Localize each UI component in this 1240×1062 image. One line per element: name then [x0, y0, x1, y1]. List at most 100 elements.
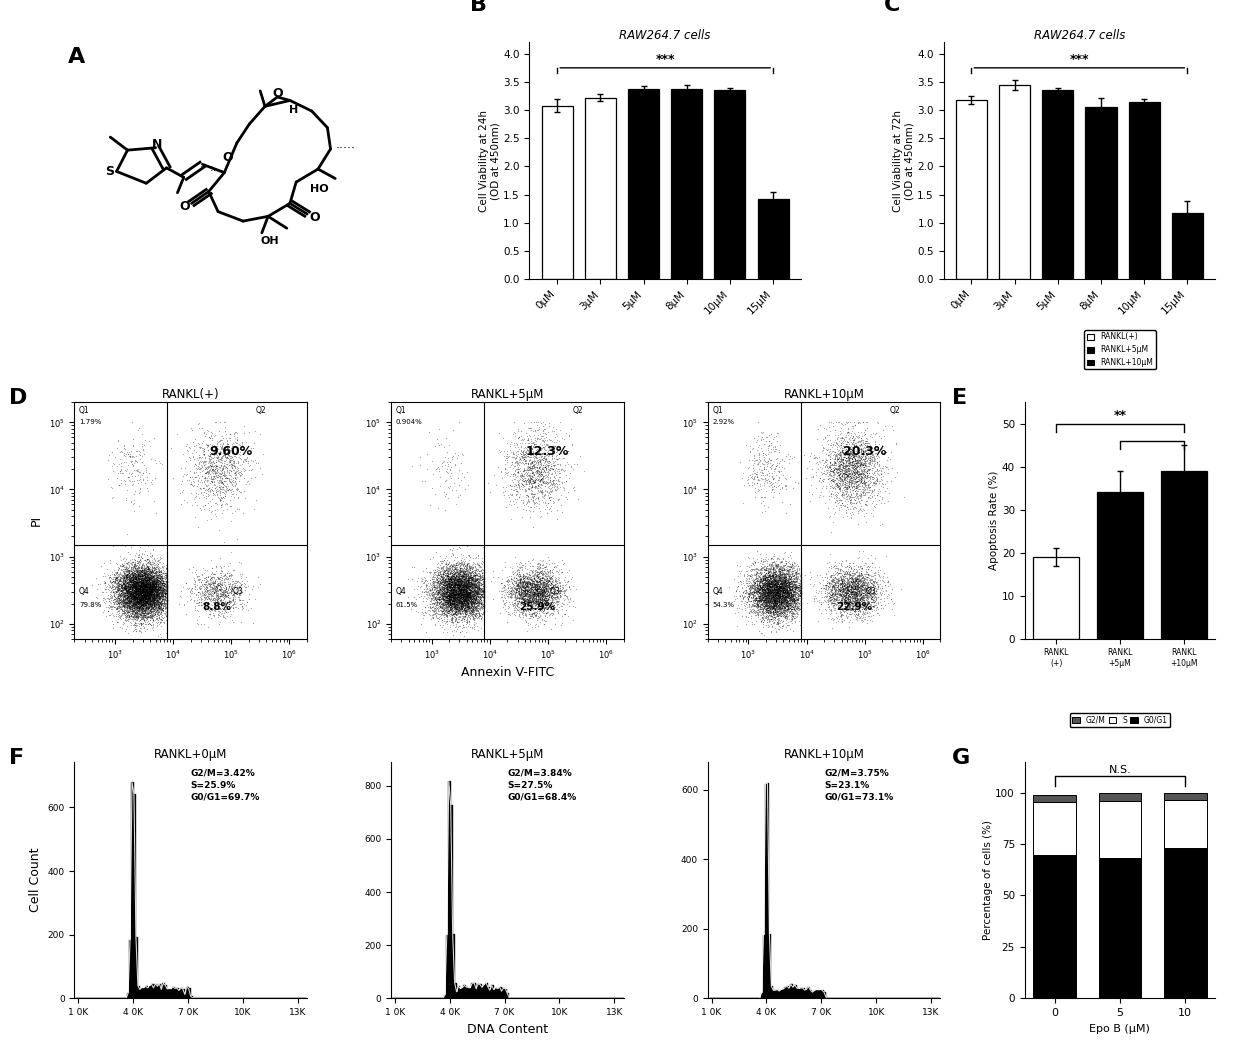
Point: [136, 579, 156, 596]
Point: [516, 572, 536, 589]
Point: [756, 604, 776, 621]
Point: [438, 567, 458, 584]
Point: [134, 580, 154, 597]
Point: [784, 594, 804, 611]
Point: [427, 596, 446, 613]
Point: [229, 586, 249, 603]
Point: [475, 589, 495, 606]
Point: [820, 482, 839, 499]
Point: [851, 585, 870, 602]
Point: [115, 588, 135, 605]
Point: [110, 570, 130, 587]
Point: [203, 592, 223, 609]
Point: [852, 589, 872, 606]
Point: [515, 580, 534, 597]
Point: [789, 582, 808, 599]
Point: [844, 565, 864, 582]
Point: [758, 581, 777, 598]
Point: [851, 455, 870, 472]
Point: [854, 456, 874, 473]
Point: [239, 424, 259, 441]
Point: [125, 595, 145, 612]
Point: [125, 569, 145, 586]
Point: [841, 433, 861, 450]
Point: [864, 464, 884, 481]
Point: [786, 576, 806, 593]
Point: [144, 573, 164, 590]
Point: [831, 586, 851, 603]
Point: [775, 583, 795, 600]
Point: [533, 588, 553, 605]
Point: [433, 565, 453, 582]
Point: [768, 587, 787, 604]
Point: [771, 596, 791, 613]
Point: [529, 600, 549, 617]
Point: [139, 561, 159, 578]
Point: [450, 598, 470, 615]
Point: [207, 469, 227, 486]
Point: [122, 589, 141, 606]
Point: [210, 491, 229, 508]
Point: [848, 605, 868, 622]
Text: O: O: [309, 211, 320, 224]
Point: [754, 578, 774, 595]
Point: [458, 586, 477, 603]
Point: [830, 475, 849, 492]
Point: [507, 597, 527, 614]
Point: [543, 573, 563, 590]
Point: [755, 577, 775, 594]
Point: [148, 552, 167, 569]
Point: [453, 587, 472, 604]
Point: [212, 470, 232, 487]
Point: [115, 575, 135, 592]
Point: [466, 561, 486, 578]
Point: [126, 582, 146, 599]
Point: [138, 575, 157, 592]
Point: [838, 599, 858, 616]
Point: [126, 604, 146, 621]
Point: [838, 565, 858, 582]
Point: [450, 581, 470, 598]
Point: [852, 577, 872, 594]
Point: [518, 462, 538, 479]
Point: [764, 584, 784, 601]
Point: [853, 442, 873, 459]
Point: [105, 580, 125, 597]
Point: [448, 593, 467, 610]
Point: [870, 584, 890, 601]
Point: [737, 436, 756, 453]
Point: [125, 595, 145, 612]
Point: [779, 571, 799, 588]
Point: [144, 598, 164, 615]
Point: [760, 604, 780, 621]
Point: [125, 579, 145, 596]
Point: [231, 568, 250, 585]
Point: [143, 575, 162, 592]
Point: [539, 415, 559, 432]
Point: [428, 584, 448, 601]
Point: [470, 579, 490, 596]
Point: [760, 578, 780, 595]
Point: [522, 446, 542, 463]
Point: [766, 585, 786, 602]
Point: [102, 601, 122, 618]
Point: [456, 580, 476, 597]
Point: [774, 597, 794, 614]
Point: [774, 582, 794, 599]
Point: [510, 571, 529, 588]
Text: 20.3%: 20.3%: [843, 445, 887, 458]
Point: [528, 597, 548, 614]
Point: [143, 593, 162, 610]
Point: [851, 586, 870, 603]
Point: [445, 586, 465, 603]
Point: [843, 571, 863, 588]
Point: [122, 571, 141, 588]
Point: [201, 473, 221, 490]
Point: [501, 570, 521, 587]
Point: [842, 466, 862, 483]
Point: [227, 468, 247, 485]
Point: [475, 597, 495, 614]
Point: [141, 583, 161, 600]
Point: [124, 605, 144, 622]
Point: [784, 572, 804, 589]
